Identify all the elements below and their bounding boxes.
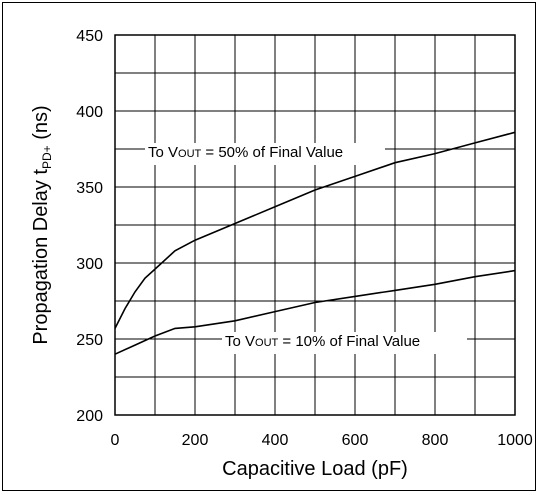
x-tick-labels: 0 200 400 600 800 1000: [111, 432, 533, 449]
y-tick-label: 350: [76, 180, 103, 197]
annotation-background: [145, 143, 385, 165]
series-annotation: To VOUT = 10% of Final Value: [225, 333, 420, 350]
x-tick-label: 200: [182, 432, 209, 449]
plot-border: [114, 34, 516, 416]
series-group: [114, 131, 516, 355]
y-tick-label: 400: [76, 104, 103, 121]
y-axis-label-unit: (ns): [30, 105, 52, 145]
y-axis-label: Propagation Delay tPD+ (ns): [30, 105, 54, 344]
y-tick-label: 200: [76, 408, 103, 425]
y-axis-label-symbol: t: [30, 169, 52, 175]
y-axis-label-main: Propagation Delay: [30, 175, 52, 345]
grid: [115, 35, 515, 415]
annotation-background: [222, 332, 467, 354]
x-tick-label: 600: [342, 432, 369, 449]
y-tick-label: 450: [76, 28, 103, 45]
x-tick-label: 1000: [497, 432, 533, 449]
y-axis-label-subscript: PD+: [40, 145, 54, 169]
series-line-50pct: [114, 131, 516, 329]
y-tick-label: 250: [76, 332, 103, 349]
x-tick-label: 800: [422, 432, 449, 449]
y-tick-label: 300: [76, 256, 103, 273]
annotations: To VOUT = 50% of Final Value To VOUT = 10…: [145, 143, 467, 354]
x-axis-label: Capacitive Load (pF): [222, 458, 408, 480]
series-line-10pct: [114, 269, 516, 355]
figure-frame: [2, 2, 536, 491]
series-annotation: To VOUT = 50% of Final Value: [148, 144, 343, 161]
x-tick-label: 400: [262, 432, 289, 449]
y-tick-labels: 200 250 300 350 400 450: [76, 28, 103, 425]
x-tick-label: 0: [111, 432, 120, 449]
